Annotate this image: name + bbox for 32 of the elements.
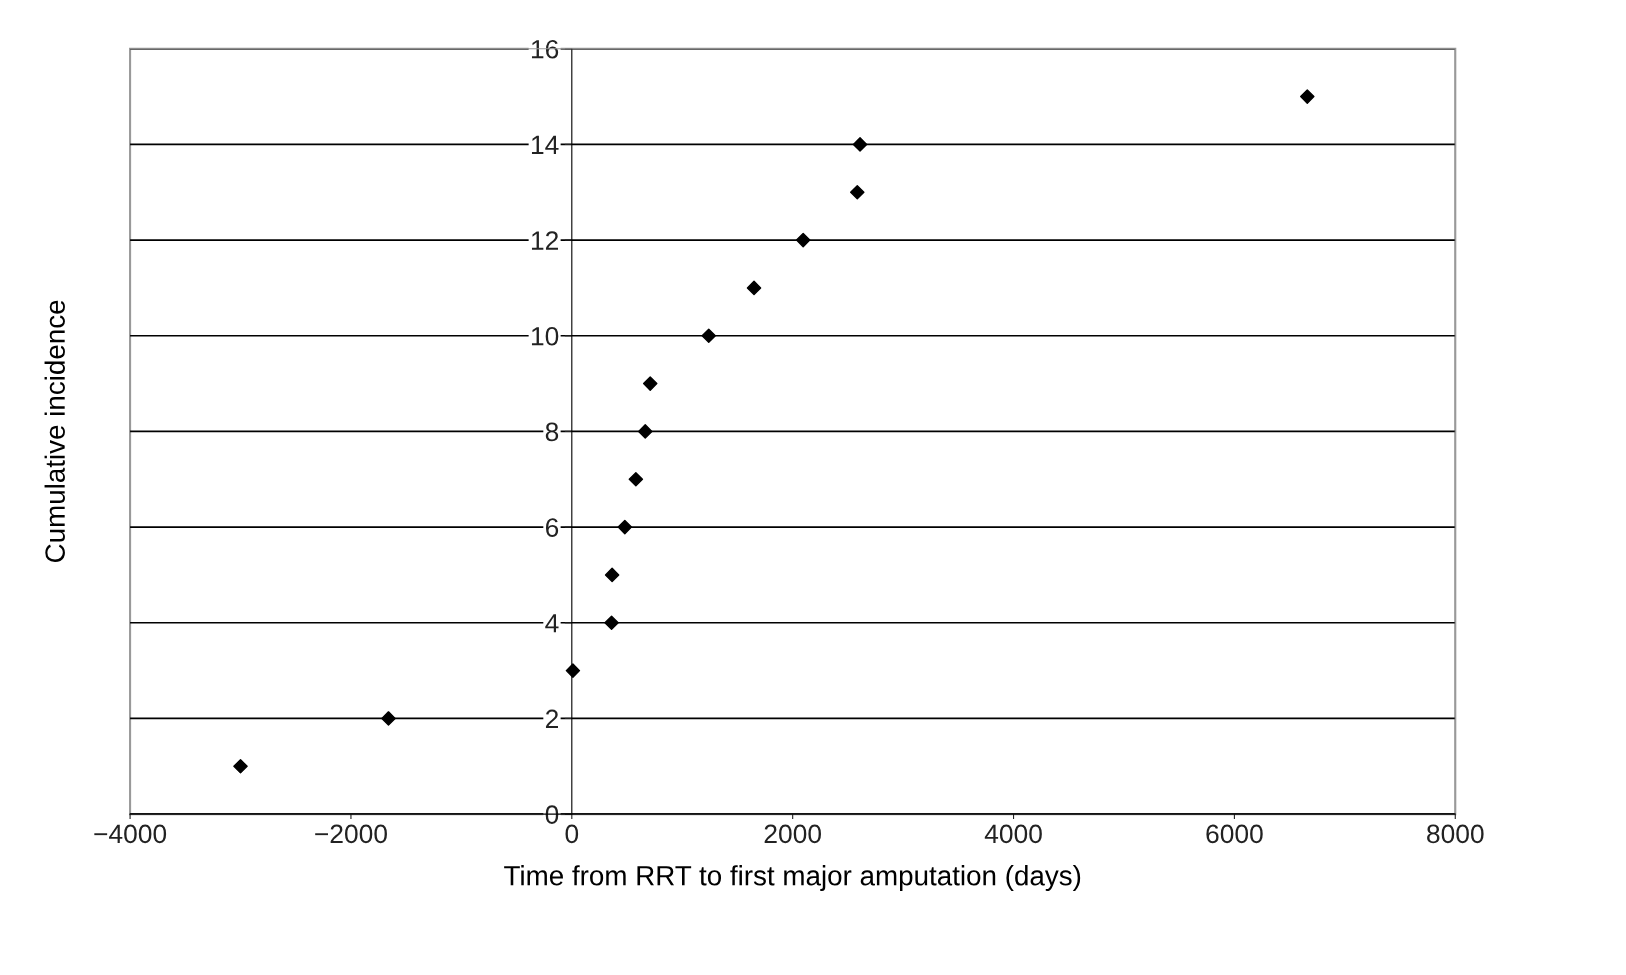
point (628, 471, 644, 487)
x-tick-label: −2000 (315, 824, 387, 844)
point (852, 137, 868, 152)
point (1300, 89, 1315, 104)
point (642, 376, 658, 391)
y-tick-label: 4 (545, 614, 559, 633)
y-tick-label: 2 (545, 709, 558, 729)
point (637, 424, 653, 439)
y-axis-title: Cumulative incidence (44, 300, 65, 563)
point (604, 567, 620, 583)
y-tick-label: 8 (545, 422, 559, 442)
y-tick-label: 12 (531, 231, 558, 250)
y-tick-label: 14 (531, 135, 559, 154)
x-tick-label: 2000 (764, 824, 821, 844)
x-tick-label: 8000 (1427, 824, 1484, 844)
point (701, 328, 717, 344)
point (746, 280, 762, 296)
y-tick-label: 16 (531, 39, 559, 59)
point (381, 711, 396, 726)
point (565, 663, 581, 678)
y-tick-label: 6 (545, 518, 559, 537)
point (617, 519, 633, 535)
point (604, 615, 619, 631)
x-tick-label: 4000 (984, 824, 1042, 844)
point (233, 759, 248, 774)
y-tick-label: 10 (531, 326, 559, 346)
point (795, 232, 811, 248)
x-tick-label: 0 (565, 824, 579, 844)
x-axis-title: Time from RRT to first major amputation (days) (504, 865, 1081, 892)
point (849, 184, 865, 200)
x-tick-label: −4000 (94, 824, 167, 844)
x-tick-label: 6000 (1206, 824, 1263, 844)
